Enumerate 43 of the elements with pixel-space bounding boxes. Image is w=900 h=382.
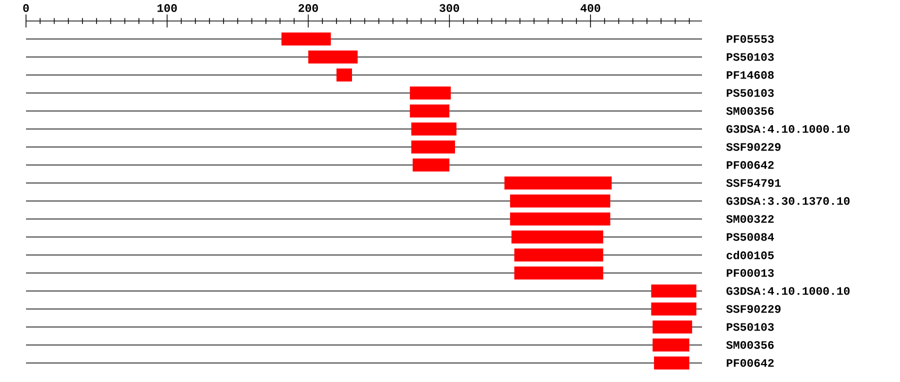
- y-tick-label: PS50103: [726, 53, 774, 61]
- y-tick-label: SM00356: [726, 341, 774, 349]
- bar: [652, 338, 690, 352]
- bar: [411, 122, 456, 136]
- y-tick-label: SSF90229: [726, 305, 781, 313]
- y-tick-label: PS50084: [726, 233, 774, 241]
- bar: [308, 50, 358, 64]
- y-tick-label: PF00642: [726, 359, 774, 367]
- y-tick-label: PF14608: [726, 71, 774, 79]
- bar: [410, 104, 450, 118]
- bar: [412, 158, 450, 172]
- bar: [281, 32, 331, 46]
- bar: [410, 86, 451, 100]
- y-tick-label: SM00356: [726, 107, 774, 115]
- y-tick-label: G3DSA:4.10.1000.10: [726, 125, 850, 133]
- y-tick-label: G3DSA:3.30.1370.10: [726, 197, 850, 205]
- x-tick-label: 0: [23, 4, 29, 12]
- bar: [336, 68, 352, 82]
- x-tick-label: 300: [440, 4, 460, 12]
- x-tick-label: 200: [298, 4, 318, 12]
- bar: [511, 230, 604, 244]
- bar: [651, 284, 696, 298]
- y-tick-label: SSF90229: [726, 143, 781, 151]
- bar: [654, 356, 690, 370]
- y-tick-label: SSF54791: [726, 179, 781, 187]
- y-tick-label: SM00322: [726, 215, 774, 223]
- bar: [504, 176, 612, 190]
- y-tick-label: PS50103: [726, 323, 774, 331]
- y-tick-label: G3DSA:4.10.1000.10: [726, 287, 850, 295]
- x-tick-label: 400: [580, 4, 600, 12]
- y-tick-label: PF00642: [726, 161, 774, 169]
- y-tick-label: PF05553: [726, 35, 774, 43]
- bar: [510, 194, 610, 208]
- y-tick-label: PF00013: [726, 269, 774, 277]
- bar: [514, 266, 604, 280]
- y-tick-label: PS50103: [726, 89, 774, 97]
- bar: [651, 302, 696, 316]
- bar: [652, 320, 692, 334]
- x-tick-label: 100: [158, 4, 177, 12]
- bar: [514, 248, 604, 262]
- y-tick-label: cd00105: [726, 250, 774, 260]
- bar: [411, 140, 456, 154]
- bar: [510, 212, 610, 226]
